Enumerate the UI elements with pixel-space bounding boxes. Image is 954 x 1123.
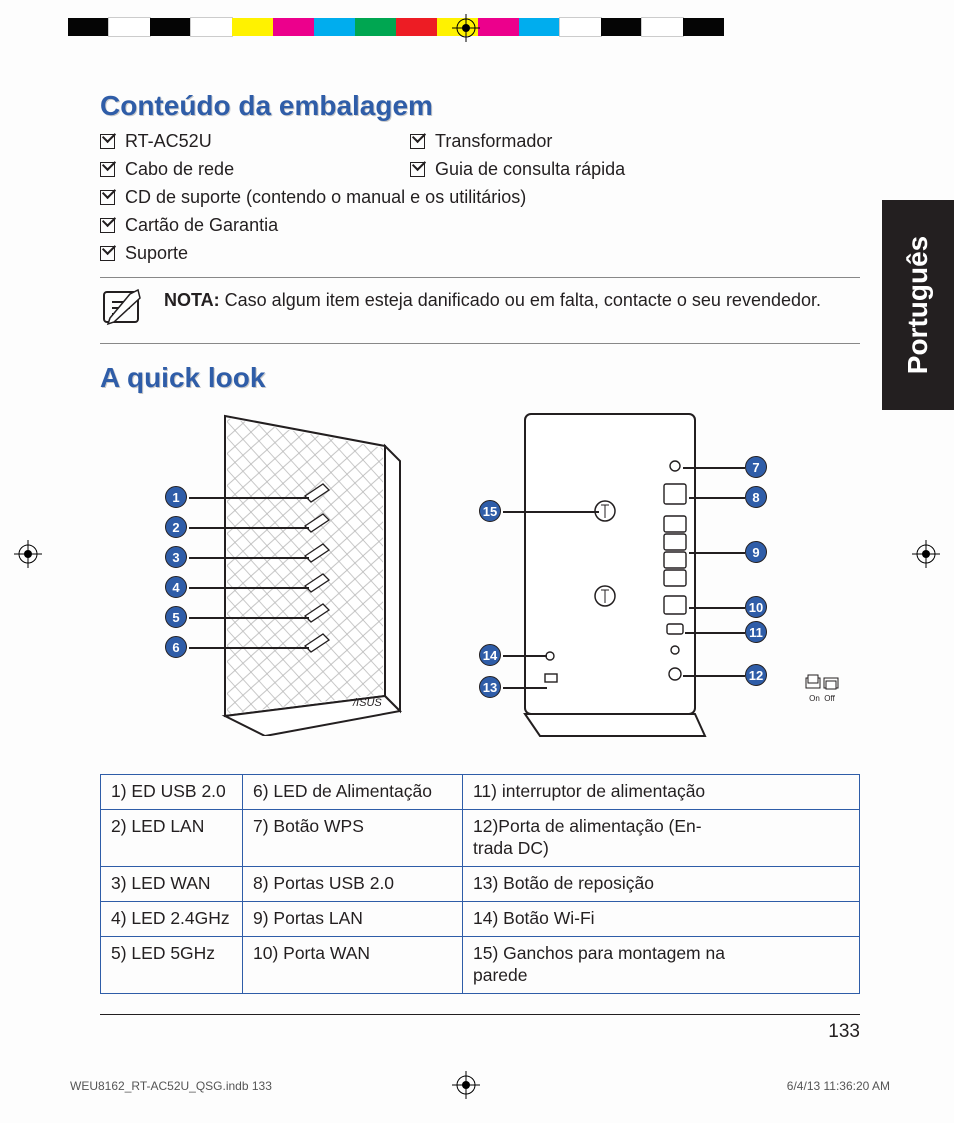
footer-left: WEU8162_RT-AC52U_QSG.indb 133: [70, 1079, 272, 1093]
table-cell: 13) Botão de reposição: [463, 867, 860, 902]
table-row: 3) LED WAN8) Portas USB 2.013) Botão de …: [101, 867, 860, 902]
onoff-switch-icon: On Off: [805, 674, 839, 703]
table-cell: 14) Botão Wi-Fi: [463, 901, 860, 936]
checkbox-icon: [100, 246, 115, 261]
checkbox-icon: [100, 162, 115, 177]
check-label: Cabo de rede: [125, 156, 234, 184]
check-label: Cartão de Garantia: [125, 212, 278, 240]
checkbox-icon: [100, 218, 115, 233]
language-tab: Português: [882, 200, 954, 410]
registration-mark-icon: [14, 540, 42, 568]
checkbox-icon: [410, 162, 425, 177]
note-label: NOTA:: [164, 290, 220, 310]
checkbox-icon: [410, 134, 425, 149]
check-label: Transformador: [435, 128, 552, 156]
table-cell: 9) Portas LAN: [243, 901, 463, 936]
check-item: Cabo de rede: [100, 156, 410, 184]
table-row: 2) LED LAN7) Botão WPS12)Porta de alimen…: [101, 810, 860, 867]
page-number: 133: [100, 1021, 860, 1043]
table-cell: 4) LED 2.4GHz: [101, 901, 243, 936]
table-cell: 7) Botão WPS: [243, 810, 463, 867]
table-cell: 12)Porta de alimentação (En- trada DC): [463, 810, 860, 867]
callout-lead: [503, 511, 599, 512]
checkbox-icon: [100, 190, 115, 205]
callout-lead: [189, 497, 309, 498]
check-label: CD de suporte (contendo o manual e os ut…: [125, 184, 526, 212]
check-item: Transformador: [410, 128, 552, 156]
callout-lead: [189, 557, 309, 558]
callout-lead: [503, 687, 547, 688]
table-row: 1) ED USB 2.06) LED de Alimentação11) in…: [101, 775, 860, 810]
table-row: 5) LED 5GHz10) Porta WAN15) Ganchos para…: [101, 936, 860, 993]
note-block: NOTA: Caso algum item esteja danificado …: [100, 277, 860, 344]
table-cell: 3) LED WAN: [101, 867, 243, 902]
svg-text:/ISUS: /ISUS: [352, 697, 382, 709]
check-item: CD de suporte (contendo o manual e os ut…: [100, 184, 526, 212]
parts-table-body: 1) ED USB 2.06) LED de Alimentação11) in…: [101, 775, 860, 993]
device-rear-diagram: 15 14 13 7 8 9 10 11 12 On Off: [445, 406, 805, 756]
page-content: Conteúdo da embalagem RT-AC52U Transform…: [100, 90, 860, 1043]
callout-lead: [689, 497, 745, 498]
heading-quick-look: A quick look: [100, 362, 860, 394]
registration-color-bar: [68, 18, 724, 36]
table-cell: 2) LED LAN: [101, 810, 243, 867]
note-body: Caso algum item esteja danificado ou em …: [220, 290, 821, 310]
table-cell: 15) Ganchos para montagem na parede: [463, 936, 860, 993]
page-rule: [100, 1014, 860, 1015]
table-cell: 6) LED de Alimentação: [243, 775, 463, 810]
device-front-diagram: /ISUS 1 2 3 4 5 6: [155, 406, 405, 756]
table-cell: 11) interruptor de alimentação: [463, 775, 860, 810]
callout-lead: [689, 607, 745, 608]
callout-lead: [683, 675, 745, 676]
check-label: Guia de consulta rápida: [435, 156, 625, 184]
print-footer: WEU8162_RT-AC52U_QSG.indb 133 6/4/13 11:…: [70, 1079, 890, 1093]
registration-mark-icon: [452, 14, 480, 42]
check-item: RT-AC52U: [100, 128, 410, 156]
check-label: RT-AC52U: [125, 128, 212, 156]
parts-table: 1) ED USB 2.06) LED de Alimentação11) in…: [100, 774, 860, 993]
note-text: NOTA: Caso algum item esteja danificado …: [164, 288, 821, 333]
callout-lead: [189, 587, 309, 588]
checklist: RT-AC52U Transformador Cabo de rede Guia…: [100, 128, 860, 267]
callout-lead: [683, 467, 745, 468]
table-cell: 8) Portas USB 2.0: [243, 867, 463, 902]
footer-right: 6/4/13 11:36:20 AM: [787, 1079, 890, 1093]
registration-mark-icon: [912, 540, 940, 568]
check-item: Cartão de Garantia: [100, 212, 278, 240]
check-item: Suporte: [100, 240, 188, 268]
callout-lead: [189, 647, 309, 648]
table-cell: 10) Porta WAN: [243, 936, 463, 993]
callout-lead: [189, 617, 309, 618]
callout-lead: [189, 527, 309, 528]
check-label: Suporte: [125, 240, 188, 268]
check-item: Guia de consulta rápida: [410, 156, 625, 184]
diagram-area: /ISUS 1 2 3 4 5 6: [100, 406, 860, 756]
callout-lead: [689, 552, 745, 553]
table-cell: 5) LED 5GHz: [101, 936, 243, 993]
heading-package-contents: Conteúdo da embalagem: [100, 90, 860, 122]
note-icon: [100, 288, 144, 333]
table-row: 4) LED 2.4GHz9) Portas LAN14) Botão Wi-F…: [101, 901, 860, 936]
table-cell: 1) ED USB 2.0: [101, 775, 243, 810]
language-tab-label: Português: [902, 236, 934, 374]
callout-lead: [685, 632, 745, 633]
checkbox-icon: [100, 134, 115, 149]
callout-lead: [503, 655, 547, 656]
